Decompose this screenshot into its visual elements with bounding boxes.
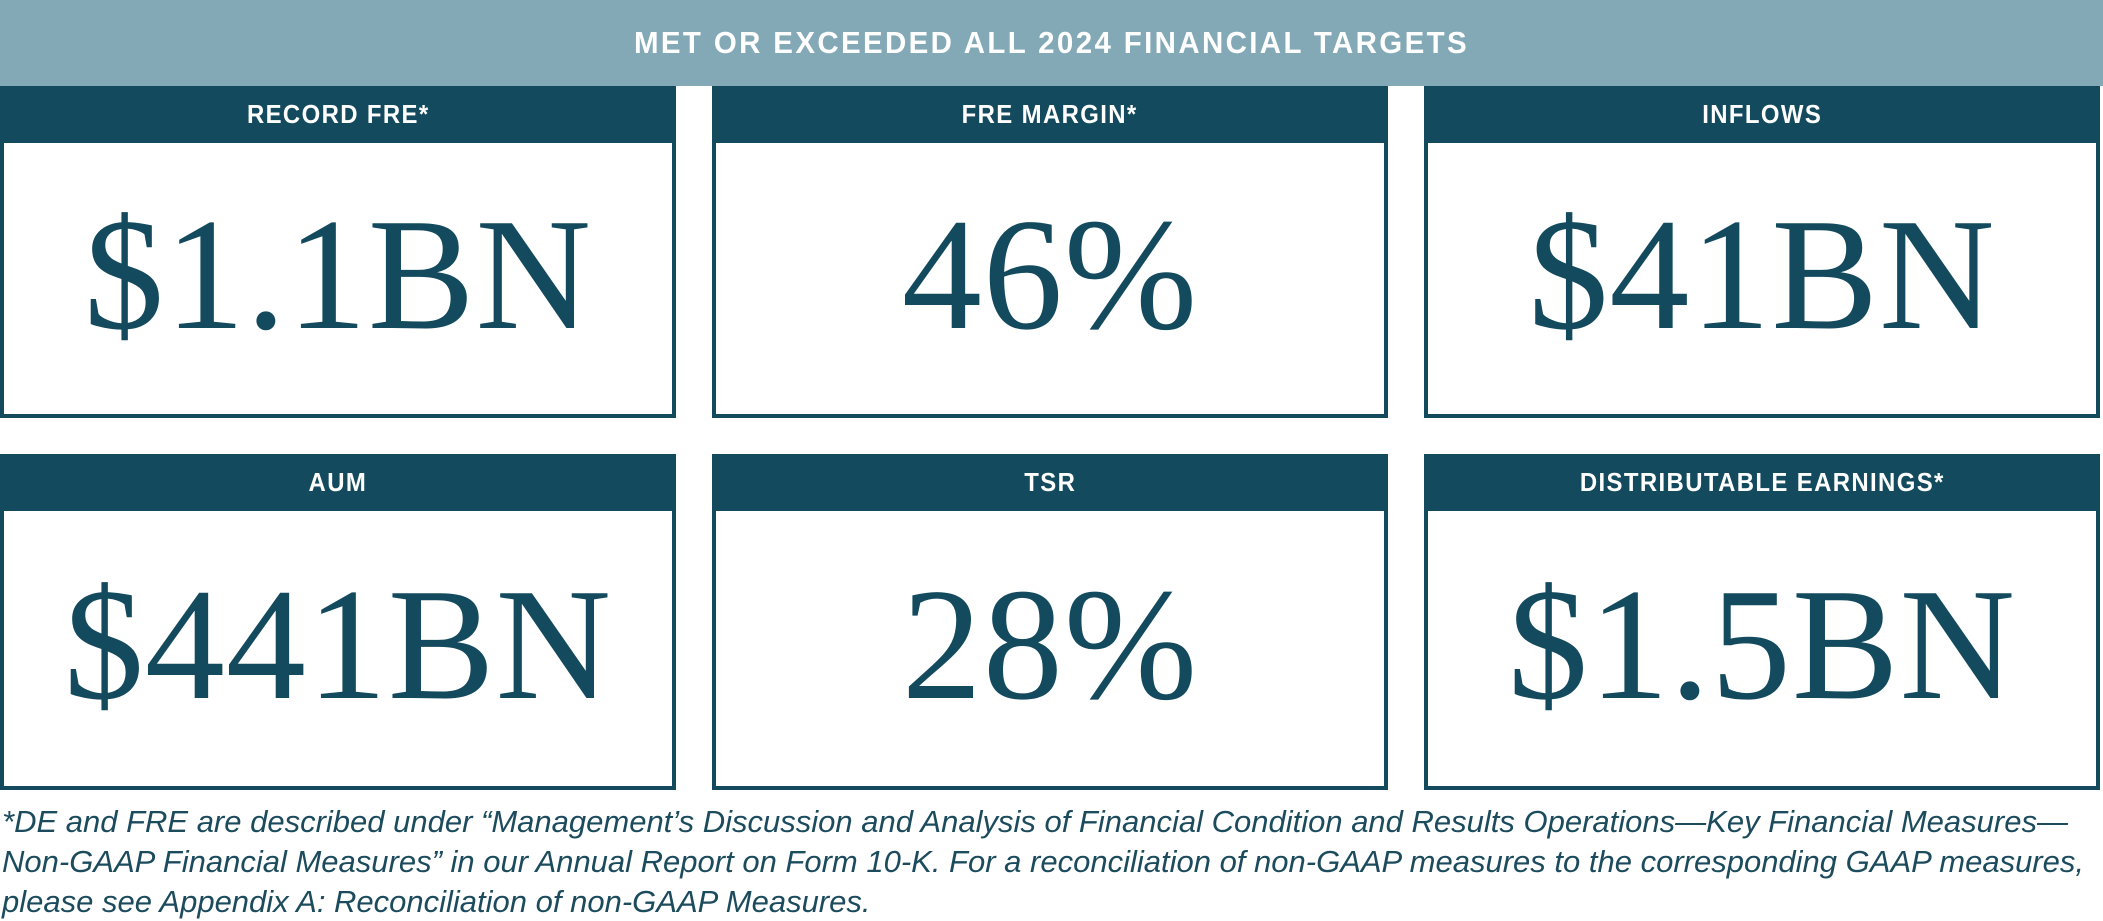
metric-card-header: FRE MARGIN* — [712, 86, 1388, 143]
metric-label: FRE MARGIN* — [962, 99, 1138, 129]
footnote: *DE and FRE are described under “Managem… — [2, 804, 2084, 919]
metric-card-body: $41BN — [1424, 143, 2100, 418]
metric-value: $441BN — [63, 554, 613, 733]
metric-card-header: INFLOWS — [1424, 86, 2100, 143]
metric-card-aum: AUM $441BN — [0, 454, 676, 790]
metric-card-fre-margin: FRE MARGIN* 46% — [712, 86, 1388, 418]
metric-label: RECORD FRE* — [246, 99, 430, 129]
metric-value: $41BN — [1528, 184, 1996, 363]
metric-value: $1.1BN — [83, 184, 593, 363]
metric-value: $1.5BN — [1507, 554, 2017, 733]
metric-card-tsr: TSR 28% — [712, 454, 1388, 790]
metric-label: DISTRIBUTABLE EARNINGS* — [1579, 467, 1945, 497]
metric-card-header: TSR — [712, 454, 1388, 511]
metric-card-header: DISTRIBUTABLE EARNINGS* — [1424, 454, 2100, 511]
banner: MET OR EXCEEDED ALL 2024 FINANCIAL TARGE… — [0, 0, 2103, 86]
metric-value: 28% — [901, 554, 1199, 733]
metric-card-distributable-earnings: DISTRIBUTABLE EARNINGS* $1.5BN — [1424, 454, 2100, 790]
metrics-grid: RECORD FRE* $1.1BN FRE MARGIN* 46% INFLO… — [0, 86, 2100, 790]
metric-label: TSR — [1024, 467, 1076, 497]
metric-card-header: RECORD FRE* — [0, 86, 676, 143]
metric-card-body: $1.1BN — [0, 143, 676, 418]
metric-label: INFLOWS — [1702, 99, 1822, 129]
metric-card-record-fre: RECORD FRE* $1.1BN — [0, 86, 676, 418]
metric-card-body: 28% — [712, 511, 1388, 790]
metric-card-inflows: INFLOWS $41BN — [1424, 86, 2100, 418]
metric-card-body: $1.5BN — [1424, 511, 2100, 790]
metric-card-body: 46% — [712, 143, 1388, 418]
metric-label: AUM — [308, 467, 368, 497]
metric-card-body: $441BN — [0, 511, 676, 790]
metric-value: 46% — [901, 184, 1199, 363]
metric-card-header: AUM — [0, 454, 676, 511]
banner-title: MET OR EXCEEDED ALL 2024 FINANCIAL TARGE… — [633, 25, 1470, 60]
